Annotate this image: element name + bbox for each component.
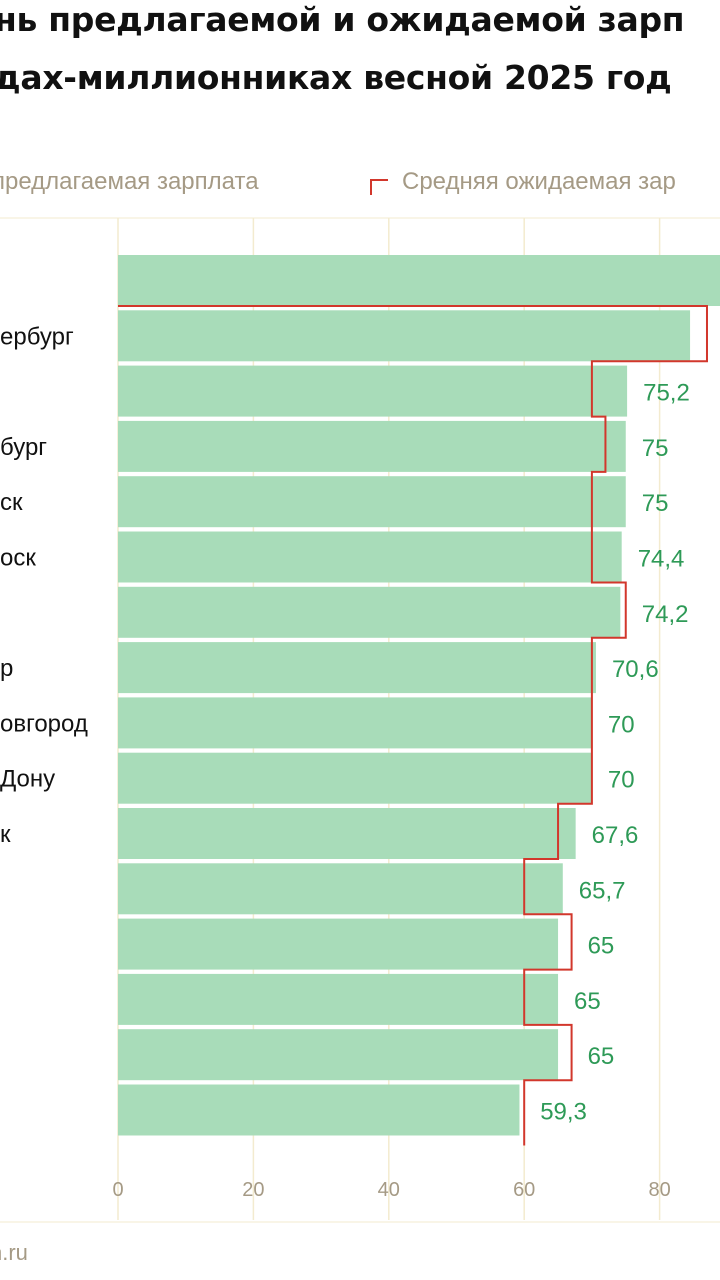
value-label-12: 65 <box>588 933 615 960</box>
value-label-7: 70,6 <box>612 656 659 683</box>
category-label-8: овгород <box>0 710 88 737</box>
bar-2 <box>118 365 628 417</box>
x-tick-label-20: 20 <box>242 1179 264 1201</box>
value-label-9: 70 <box>608 767 635 794</box>
expected-salary-line <box>118 305 708 1146</box>
value-label-14: 65 <box>588 1043 615 1070</box>
bar-11 <box>118 863 563 915</box>
value-label-5: 74,4 <box>638 546 685 573</box>
legend-offered: предлагаемая зарплата <box>0 168 259 196</box>
label-layer: 0204060808ербург75,275бург75ск74,4оск74,… <box>0 323 690 1201</box>
bar-10 <box>118 808 576 859</box>
expected-line-layer <box>118 305 708 1146</box>
legend-offered-label: предлагаемая зарплата <box>0 168 259 195</box>
bar-1 <box>118 310 691 362</box>
value-label-10: 67,6 <box>592 822 639 849</box>
category-label-1: ербург <box>0 323 74 350</box>
value-label-15: 59,3 <box>540 1099 587 1126</box>
value-label-3: 75 <box>642 435 669 462</box>
value-label-11: 65,7 <box>579 877 626 904</box>
category-label-7: р <box>0 655 13 682</box>
legend-expected-label: Средняя ожидаемая зар <box>402 168 676 195</box>
bar-3 <box>118 420 626 472</box>
value-label-4: 75 <box>642 490 669 517</box>
chart-title-line-1: нь предлагаемой и ожидаемой зарп <box>0 0 685 39</box>
bar-15 <box>118 1084 520 1136</box>
category-label-4: ск <box>0 489 23 516</box>
bar-0 <box>118 255 720 306</box>
category-label-9: Дону <box>0 766 55 793</box>
bar-5 <box>118 531 622 583</box>
x-tick-label-40: 40 <box>378 1179 400 1201</box>
bar-7 <box>118 642 596 694</box>
value-label-2: 75,2 <box>643 380 690 407</box>
x-tick-label-80: 80 <box>648 1179 670 1201</box>
chart-title-line-2: дах-миллионниках весной 2025 год <box>0 58 672 97</box>
bar-13 <box>118 973 559 1025</box>
bar-9 <box>118 752 592 804</box>
value-label-8: 70 <box>608 711 635 738</box>
x-tick-label-0: 0 <box>112 1179 123 1201</box>
legend-expected: Средняя ожидаемая зар <box>370 168 676 196</box>
category-label-10: к <box>0 821 11 848</box>
value-label-13: 65 <box>574 988 601 1015</box>
bar-layer <box>118 255 720 1136</box>
bar-6 <box>118 586 621 638</box>
value-label-6: 74,2 <box>642 601 689 628</box>
bar-4 <box>118 476 626 528</box>
category-label-3: бург <box>0 434 47 461</box>
source-note: h.ru <box>0 1240 28 1265</box>
bar-12 <box>118 918 559 970</box>
legend-expected-line-icon <box>370 179 388 195</box>
category-label-5: оск <box>0 545 36 572</box>
bar-14 <box>118 1029 559 1081</box>
bar-8 <box>118 697 592 749</box>
x-tick-label-60: 60 <box>513 1179 535 1201</box>
